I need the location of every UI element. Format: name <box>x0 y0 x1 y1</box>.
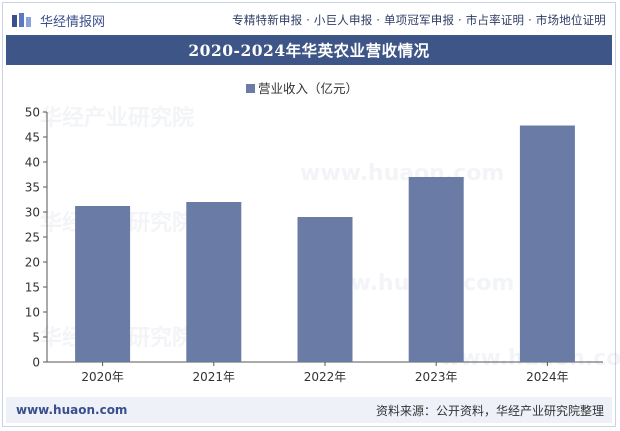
x-tick-label: 2020年 <box>81 370 124 384</box>
chart-frame <box>2 2 616 427</box>
x-tick-label: 2022年 <box>304 370 347 384</box>
legend: 营业收入（亿元） <box>246 81 358 96</box>
y-tick-label: 35 <box>25 181 40 195</box>
y-tick-label: 50 <box>25 106 40 120</box>
y-tick-label: 40 <box>25 156 40 170</box>
brand-logo-icon <box>12 13 31 27</box>
x-tick-label: 2023年 <box>415 370 458 384</box>
bar-2022年 <box>297 217 353 362</box>
y-tick-label: 45 <box>25 131 40 145</box>
bar-2024年 <box>519 125 575 362</box>
axes: 0 5 10 15 20 25 30 35 40 45 50 <box>25 106 603 370</box>
top-bar: 华经情报网 专精特新申报 · 小巨人申报 · 单项冠军申报 · 市占率证明 · … <box>6 6 612 34</box>
bar-2023年 <box>408 177 464 362</box>
footer-url[interactable]: www.huaon.com <box>16 403 128 417</box>
bar-chart: 华经产业研究院www.huaon.com华经产业研究院www.huaon.com… <box>25 81 620 384</box>
chart-title: 2020-2024年华英农业营收情况 <box>188 41 430 60</box>
watermark-text: 华经产业研究院 <box>40 105 194 131</box>
y-tick-label: 15 <box>25 281 40 295</box>
legend-swatch <box>246 84 255 93</box>
brand[interactable]: 华经情报网 <box>12 11 105 30</box>
x-tick-label: 2021年 <box>193 370 236 384</box>
y-tick-label: 20 <box>25 256 40 270</box>
service-links[interactable]: 专精特新申报 · 小巨人申报 · 单项冠军申报 · 市占率证明 · 市场地位证明 <box>232 13 606 27</box>
footer: www.huaon.com 资料来源：公开资料，华经产业研究院整理 <box>6 397 612 423</box>
watermark-text: www.huaon.com <box>300 161 504 186</box>
x-tick-label: 2024年 <box>526 370 569 384</box>
y-tick-label: 30 <box>25 206 40 220</box>
footer-source: 资料来源：公开资料，华经产业研究院整理 <box>375 403 604 418</box>
y-tick-label: 0 <box>32 356 40 370</box>
y-tick-label: 5 <box>32 331 40 345</box>
bar-2021年 <box>186 202 242 362</box>
brand-name: 华经情报网 <box>40 14 106 30</box>
y-tick-label: 10 <box>25 306 40 320</box>
title-bar: 2020-2024年华英农业营收情况 <box>6 35 612 65</box>
bars <box>75 125 575 362</box>
y-tick-label: 25 <box>25 231 40 245</box>
bar-2020年 <box>75 206 131 362</box>
legend-label: 营业收入（亿元） <box>258 81 358 96</box>
x-tick-labels: 2020年 2021年 2022年 2023年 2024年 <box>81 362 569 384</box>
